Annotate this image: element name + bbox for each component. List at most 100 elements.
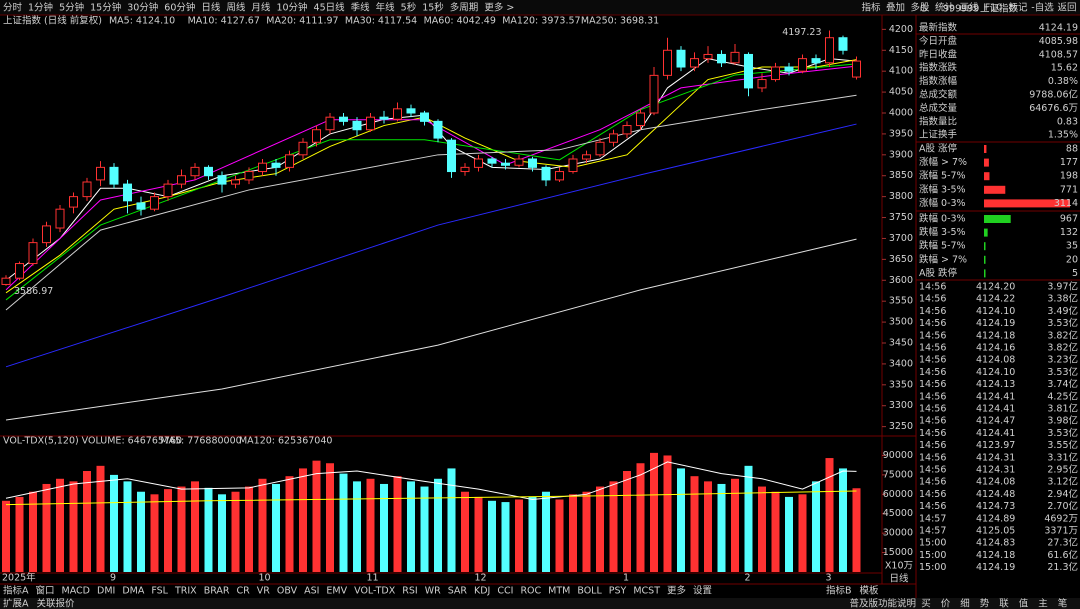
- indicator-tab[interactable]: CCI: [497, 586, 513, 597]
- toolbar-button[interactable]: 多股: [910, 2, 930, 14]
- indicator-tab[interactable]: SAR: [448, 586, 468, 597]
- right-tab[interactable]: 指标B: [826, 585, 852, 597]
- status-tab[interactable]: 主: [1038, 598, 1048, 609]
- tick-price: 4124.41: [976, 404, 1015, 415]
- period-tab[interactable]: 月线: [251, 2, 271, 14]
- indicator-tab[interactable]: WR: [425, 586, 441, 597]
- indicator-tab[interactable]: ROC: [520, 586, 541, 597]
- breadth-label: 跌幅 3-5%: [919, 226, 966, 238]
- tick-volume: 3371万: [1044, 526, 1078, 537]
- volume-bar: [758, 486, 766, 572]
- candle-body: [555, 171, 564, 181]
- toolbar-button[interactable]: 统计: [935, 2, 955, 14]
- volume-bar: [528, 496, 537, 572]
- indicator-tab[interactable]: FSL: [151, 586, 168, 597]
- volume-bar: [663, 455, 672, 572]
- indicator-tab[interactable]: KDJ: [474, 586, 490, 597]
- status-tab[interactable]: 买: [921, 599, 931, 609]
- volume-bar: [555, 499, 564, 572]
- status-tab[interactable]: 笔: [1058, 598, 1068, 609]
- period-tab[interactable]: 15秒: [422, 2, 444, 14]
- ma-legend: MA30: 4117.54: [345, 16, 417, 27]
- candle-body: [460, 166, 470, 173]
- indicator-tab[interactable]: 设置: [693, 586, 712, 597]
- tick-volume: 3.98亿: [1047, 415, 1078, 427]
- toolbar-button[interactable]: F10: [985, 3, 1003, 14]
- period-tab[interactable]: 60分钟: [164, 2, 195, 14]
- indicator-tab[interactable]: BOLL: [577, 586, 602, 597]
- period-tab[interactable]: 多周期: [450, 2, 479, 14]
- indicator-tab[interactable]: TRIX: [174, 586, 197, 597]
- status-item[interactable]: 扩展A: [3, 598, 29, 609]
- indicator-tab[interactable]: VR: [257, 586, 270, 597]
- indicator-tab[interactable]: 指标A: [3, 585, 29, 597]
- period-tab[interactable]: 年线: [376, 2, 396, 14]
- indicator-tab[interactable]: EMV: [326, 586, 347, 597]
- candle-body: [82, 181, 92, 198]
- indicator-tab[interactable]: RSI: [402, 586, 417, 597]
- indicator-tab[interactable]: VOL-TDX: [354, 586, 396, 597]
- right-tab[interactable]: 模板: [860, 585, 880, 597]
- tick-price: 4124.08: [976, 477, 1015, 488]
- toolbar-button[interactable]: 画线: [959, 2, 979, 14]
- volume-bar: [677, 468, 685, 572]
- period-tab[interactable]: 季线: [351, 2, 371, 14]
- period-tab[interactable]: 周线: [226, 2, 246, 14]
- volume-bar: [258, 478, 267, 572]
- toolbar-button[interactable]: 标记: [1008, 2, 1028, 14]
- indicator-tab[interactable]: ASI: [304, 586, 319, 597]
- x-tick-label: 9: [110, 573, 116, 584]
- indicator-tab[interactable]: DMI: [97, 586, 115, 597]
- status-tab[interactable]: 联: [999, 599, 1009, 609]
- indicator-tab[interactable]: 更多: [667, 585, 686, 597]
- tick-time: 14:56: [919, 477, 946, 488]
- indicator-tab[interactable]: 窗口: [36, 585, 55, 597]
- indicator-tab[interactable]: BRAR: [204, 586, 230, 597]
- toolbar-button[interactable]: 指标: [861, 2, 881, 14]
- period-tab[interactable]: 30分钟: [127, 2, 158, 14]
- tick-price: 4124.47: [976, 416, 1015, 427]
- tick-time: 14:56: [919, 330, 946, 341]
- period-tab[interactable]: 15分钟: [90, 2, 121, 14]
- indicator-tab[interactable]: OBV: [277, 586, 298, 597]
- tick-time: 14:56: [919, 367, 946, 378]
- status-tab[interactable]: 势: [980, 598, 990, 609]
- candle-body: [55, 208, 65, 229]
- candle-body: [798, 58, 807, 72]
- tick-volume: 3.12亿: [1047, 476, 1078, 488]
- status-note[interactable]: 普及版功能说明: [849, 598, 916, 609]
- status-tab[interactable]: 价: [941, 599, 951, 609]
- indicator-tab[interactable]: MCST: [633, 586, 660, 597]
- indicator-tab[interactable]: MACD: [62, 586, 90, 597]
- period-tab[interactable]: 分时: [3, 2, 23, 14]
- indicator-tab[interactable]: DMA: [122, 586, 145, 597]
- status-item[interactable]: 关联报价: [37, 598, 76, 609]
- period-tab[interactable]: 更多 >: [484, 2, 514, 14]
- period-tab[interactable]: 10分钟: [276, 2, 307, 14]
- indicator-tab[interactable]: CR: [237, 586, 251, 597]
- candle-body: [649, 74, 659, 114]
- indicator-tab[interactable]: MTM: [548, 586, 570, 597]
- status-tab[interactable]: 细: [960, 598, 970, 609]
- period-tab[interactable]: 45日线: [314, 2, 346, 14]
- volume-bar: [272, 483, 280, 572]
- tick-price: 4124.31: [976, 465, 1015, 476]
- toolbar-button[interactable]: -自选: [1031, 2, 1054, 14]
- candle-body: [15, 263, 24, 279]
- candle-body: [312, 129, 321, 143]
- volume-bar: [447, 468, 456, 572]
- period-tab[interactable]: 5分钟: [59, 2, 84, 14]
- tick-time: 14:57: [919, 526, 946, 537]
- volume-bar: [542, 491, 550, 572]
- status-tab[interactable]: 值: [1019, 598, 1029, 609]
- indicator-tab[interactable]: PSY: [609, 586, 627, 597]
- candle-body: [1, 277, 11, 285]
- period-tab[interactable]: 5秒: [401, 2, 417, 14]
- toolbar-button[interactable]: 返回: [1057, 2, 1076, 14]
- period-tab[interactable]: 日线: [201, 2, 221, 14]
- toolbar-button[interactable]: 叠加: [886, 3, 905, 14]
- quote-label: 总成交量: [919, 102, 958, 114]
- quote-code: 999999: [943, 4, 979, 15]
- period-tab[interactable]: 1分钟: [28, 2, 53, 14]
